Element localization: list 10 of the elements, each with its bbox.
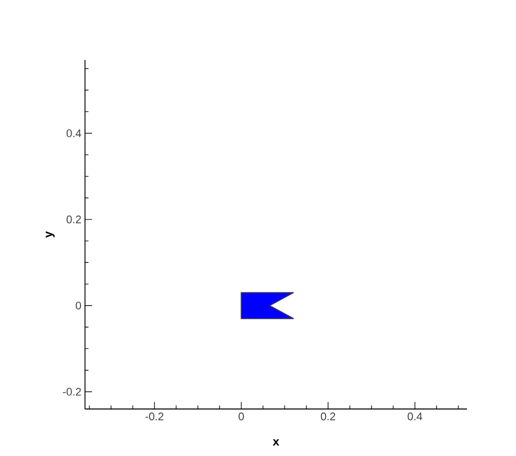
y-tick-label: 0 — [76, 302, 82, 310]
y-tick-label: 0.2 — [66, 216, 81, 224]
y-tick-label: -0.2 — [63, 388, 81, 396]
x-tick-label: 0.2 — [320, 412, 336, 420]
x-tick-label: -0.2 — [145, 412, 164, 420]
x-tick-label: 0.4 — [408, 412, 422, 420]
x-axis-title: x — [272, 439, 280, 446]
y-tick-label: 0.4 — [66, 129, 82, 138]
x-tick-label: 0 — [238, 412, 244, 420]
y-axis-title: y — [46, 231, 55, 238]
